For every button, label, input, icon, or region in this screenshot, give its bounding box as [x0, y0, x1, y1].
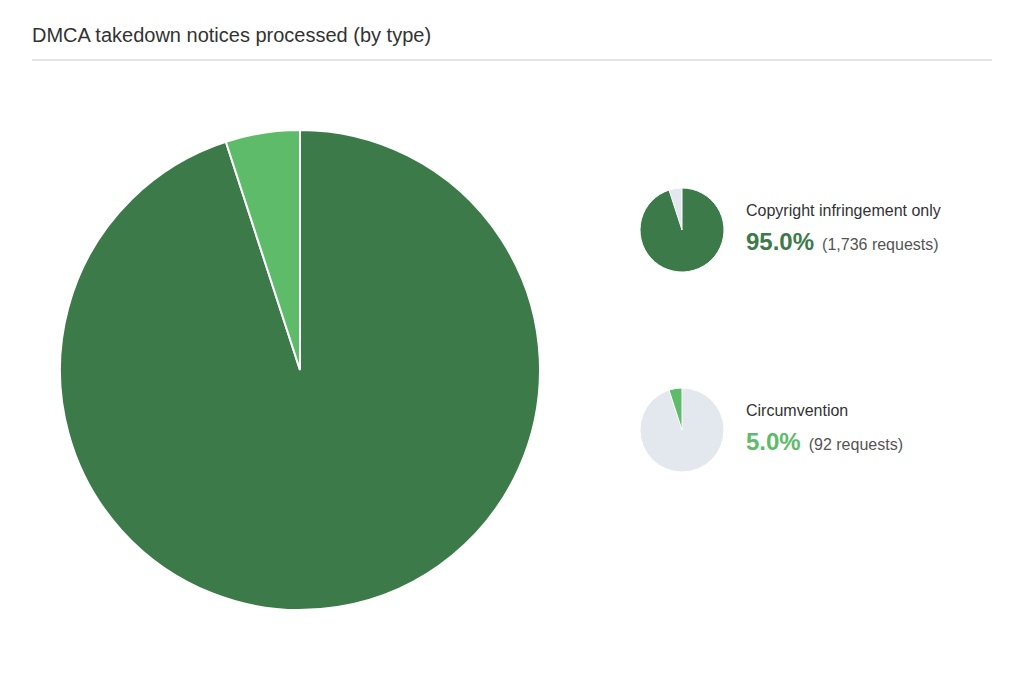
legend-swatch — [640, 188, 724, 272]
legend-percent: 95.0% — [746, 228, 814, 255]
legend-percent: 5.0% — [746, 428, 801, 455]
chart-title: DMCA takedown notices processed (by type… — [32, 24, 431, 46]
legend-count: (92 requests) — [809, 436, 903, 453]
pie-slice — [226, 130, 300, 370]
legend-item: Copyright infringement only 95.0% (1,736 r… — [640, 188, 941, 272]
pie — [60, 130, 540, 610]
legend-item: Circumvention 5.0% (92 requests) — [640, 388, 903, 472]
legend-swatch-bg — [640, 388, 724, 472]
title-rule — [32, 60, 992, 61]
legend-label: Copyright infringement only — [746, 202, 941, 219]
chart-svg: DMCA takedown notices processed (by type… — [0, 0, 1024, 682]
chart-container: DMCA takedown notices processed (by type… — [0, 0, 1024, 682]
pie-slice — [60, 130, 540, 610]
legend-swatch-bg — [640, 188, 724, 272]
legend-label: Circumvention — [746, 402, 848, 419]
legend-swatch — [669, 388, 682, 430]
legend-count: (1,736 requests) — [822, 236, 939, 253]
